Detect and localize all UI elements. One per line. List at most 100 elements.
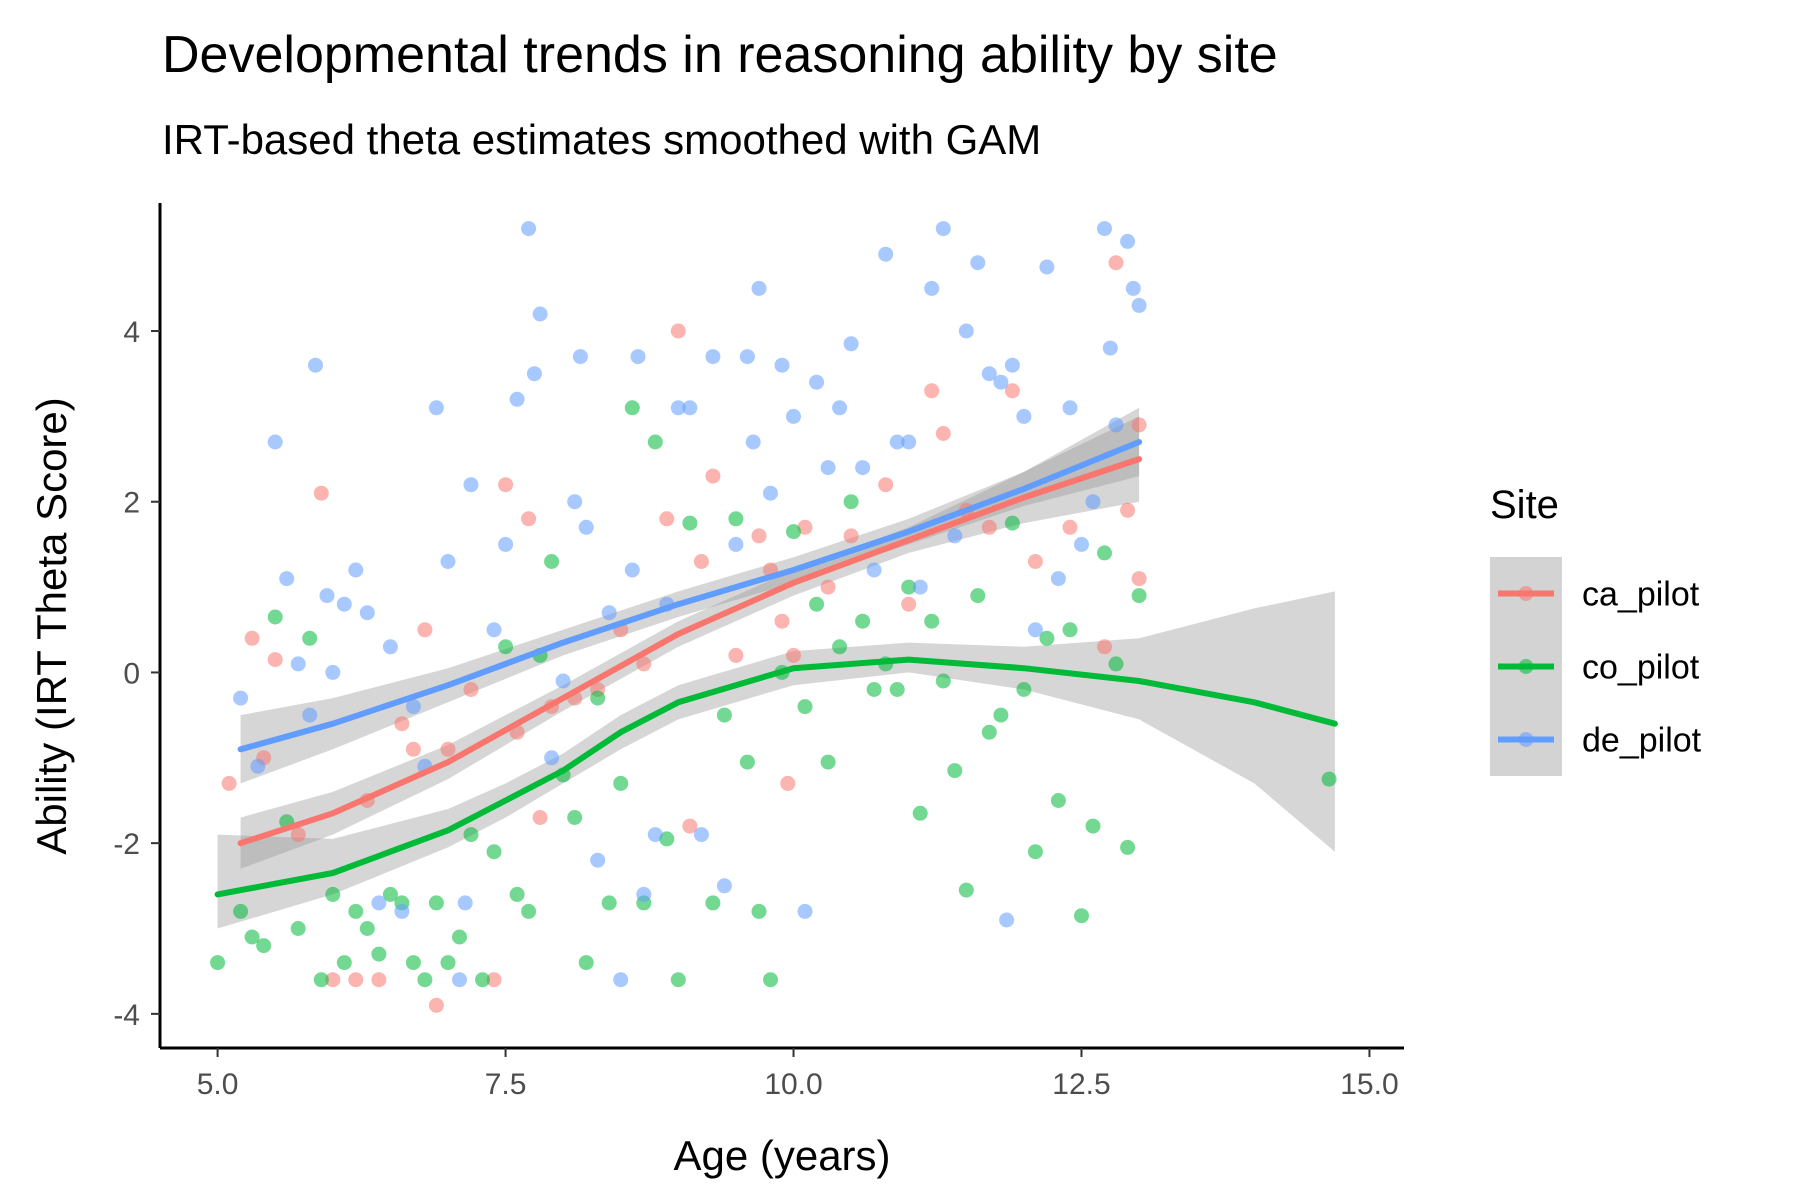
data-point-co_pilot [1108, 656, 1124, 672]
data-point-co_pilot [359, 921, 375, 936]
data-point-co_pilot [302, 630, 318, 646]
data-point-ca_pilot [705, 468, 721, 484]
data-point-ca_pilot [221, 775, 237, 791]
data-point-de_pilot [774, 357, 790, 373]
data-point-de_pilot [578, 519, 594, 535]
data-point-ca_pilot [1131, 417, 1147, 433]
data-point-co_pilot [843, 494, 859, 510]
data-point-de_pilot [498, 536, 514, 552]
data-point-co_pilot [958, 882, 974, 898]
data-point-co_pilot [751, 903, 767, 919]
data-point-de_pilot [716, 878, 732, 894]
data-point-co_pilot [440, 955, 456, 971]
confidence-band-de_pilot [240, 407, 1140, 784]
data-point-ca_pilot [405, 741, 421, 757]
data-point-ca_pilot [751, 528, 767, 544]
x-tick-label: 12.5 [1052, 1068, 1110, 1101]
data-point-ca_pilot [244, 630, 260, 646]
data-point-de_pilot [526, 366, 542, 382]
data-point-de_pilot [325, 664, 341, 680]
data-point-de_pilot [521, 221, 537, 237]
data-point-ca_pilot [901, 596, 917, 612]
data-point-de_pilot [745, 434, 761, 450]
data-point-co_pilot [970, 588, 986, 604]
data-point-co_pilot [601, 895, 617, 911]
data-point-co_pilot [935, 673, 951, 689]
data-point-co_pilot [1321, 771, 1337, 787]
data-point-ca_pilot [981, 519, 997, 535]
y-axis-ticks: -4 -2 0 2 4 [113, 316, 160, 1032]
data-point-ca_pilot [843, 528, 859, 544]
data-point-de_pilot [279, 571, 295, 587]
data-point-co_pilot [624, 400, 640, 416]
data-point-de_pilot [763, 485, 778, 501]
data-point-co_pilot [567, 810, 583, 825]
data-point-co_pilot [256, 938, 272, 954]
data-point-de_pilot [233, 690, 249, 706]
data-point-co_pilot [947, 763, 963, 779]
data-point-ca_pilot [1108, 255, 1124, 271]
data-point-co_pilot [659, 831, 675, 847]
data-point-ca_pilot [290, 827, 306, 843]
data-point-co_pilot [682, 515, 698, 531]
data-point-co_pilot [763, 972, 778, 988]
legend-label-co_pilot: co_pilot [1582, 649, 1700, 687]
data-point-co_pilot [716, 707, 732, 723]
data-point-de_pilot [1039, 259, 1055, 275]
data-point-ca_pilot [636, 656, 652, 672]
data-point-co_pilot [670, 972, 686, 988]
data-point-de_pilot [405, 699, 421, 715]
legend-key-point-de_pilot [1518, 732, 1534, 747]
data-point-de_pilot [947, 528, 963, 544]
data-point-ca_pilot [532, 810, 548, 825]
data-point-de_pilot [544, 750, 560, 766]
data-point-de_pilot [308, 357, 323, 373]
data-point-co_pilot [1085, 818, 1101, 834]
data-point-co_pilot [475, 972, 490, 988]
data-point-de_pilot [751, 280, 767, 296]
x-tick-label: 5.0 [197, 1068, 239, 1101]
confidence-band-co_pilot [217, 591, 1335, 929]
data-point-co_pilot [210, 955, 226, 971]
data-point-co_pilot [498, 639, 514, 655]
data-point-ca_pilot [670, 323, 686, 339]
data-point-de_pilot [739, 349, 755, 365]
data-point-de_pilot [647, 827, 663, 843]
data-point-ca_pilot [498, 477, 514, 493]
x-axis-ticks: 5.0 7.5 10.0 12.5 15.0 [197, 1048, 1399, 1101]
data-point-co_pilot [428, 895, 444, 911]
data-point-co_pilot [613, 775, 629, 791]
data-point-ca_pilot [417, 622, 433, 638]
legend: ca_pilot co_pilot de_pilot [1490, 557, 1702, 776]
data-point-ca_pilot [348, 972, 364, 988]
data-point-de_pilot [958, 323, 974, 339]
data-point-co_pilot [1039, 630, 1055, 646]
data-point-ca_pilot [1027, 554, 1043, 569]
y-tick-label: -2 [113, 828, 140, 861]
data-point-de_pilot [267, 434, 283, 450]
data-point-ca_pilot [924, 383, 940, 399]
data-point-de_pilot [250, 758, 266, 774]
data-point-de_pilot [394, 903, 410, 919]
data-point-co_pilot [463, 827, 479, 843]
data-point-de_pilot [999, 912, 1015, 928]
data-point-co_pilot [1027, 844, 1043, 860]
data-point-de_pilot [1085, 494, 1101, 510]
data-point-ca_pilot [682, 818, 698, 834]
data-point-co_pilot [1062, 622, 1078, 638]
data-point-co_pilot [809, 596, 825, 612]
data-point-ca_pilot [935, 426, 951, 441]
data-point-ca_pilot [394, 716, 410, 732]
data-point-de_pilot [1004, 357, 1020, 373]
data-point-de_pilot [693, 827, 709, 843]
data-point-co_pilot [325, 886, 341, 902]
data-point-co_pilot [1016, 682, 1032, 697]
data-point-de_pilot [1074, 536, 1089, 552]
data-point-co_pilot [981, 724, 997, 740]
data-point-de_pilot [901, 434, 917, 450]
data-point-de_pilot [912, 579, 928, 595]
data-point-de_pilot [1120, 233, 1136, 249]
data-point-co_pilot [417, 972, 433, 988]
data-point-de_pilot [993, 374, 1009, 390]
data-point-de_pilot [630, 349, 646, 365]
